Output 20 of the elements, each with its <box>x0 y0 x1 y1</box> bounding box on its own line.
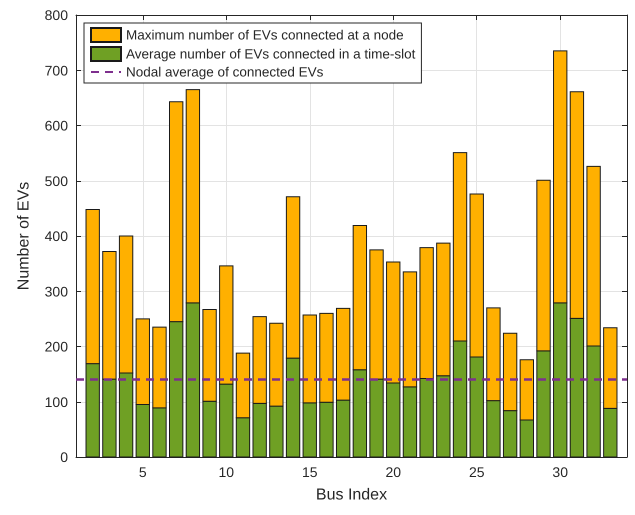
y-tick-label: 0 <box>60 449 68 465</box>
y-tick-label: 100 <box>44 394 68 410</box>
y-tick-label: 200 <box>44 338 68 354</box>
legend-label: Nodal average of connected EVs <box>126 64 324 80</box>
y-tick-label: 300 <box>44 283 68 300</box>
x-axis-title: Bus Index <box>316 486 388 504</box>
y-axis-title: Number of EVs <box>16 182 32 290</box>
y-tick-label: 700 <box>44 62 68 78</box>
legend-label: Average number of EVs connected in a time-slot <box>126 46 416 62</box>
x-tick-label: 10 <box>218 464 234 480</box>
y-tick-label: 400 <box>44 228 68 244</box>
y-tick-label: 500 <box>44 172 68 189</box>
x-tick-label: 20 <box>385 464 402 480</box>
x-tick-label: 30 <box>552 464 568 480</box>
y-tick-label: 800 <box>44 7 68 23</box>
x-tick-label: 5 <box>138 464 147 480</box>
y-tick-label: 600 <box>44 118 68 134</box>
x-tick-label: 15 <box>302 464 318 480</box>
x-tick-label: 25 <box>468 464 485 480</box>
legend-label: Maximum number of EVs connected at a node <box>126 28 404 42</box>
